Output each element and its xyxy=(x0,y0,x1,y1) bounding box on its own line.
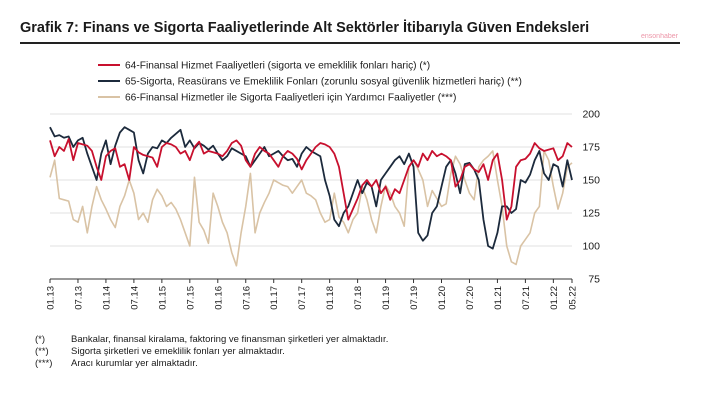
y-tick-label-150: 150 xyxy=(582,175,600,187)
series-line-1 xyxy=(49,138,573,221)
footnote-3-text: Aracı kurumlar yer almaktadır. xyxy=(71,358,198,369)
x-tick-label-05.22: 05.22 xyxy=(568,286,579,310)
footnote-1-text: Bankalar, finansal kiralama, faktoring v… xyxy=(71,334,389,345)
chart-title: Grafik 7: Finans ve Sigorta Faaliyetleri… xyxy=(20,20,590,36)
title-underline xyxy=(20,42,680,44)
legend-label-1: 64-Finansal Hizmet Faaliyetleri (sigorta… xyxy=(125,61,430,72)
watermark: ensonhaber xyxy=(641,33,678,40)
x-tick-label-01.15: 01.15 xyxy=(157,286,168,310)
x-tick-label-01.18: 01.18 xyxy=(325,286,336,310)
legend: 64-Finansal Hizmet Faaliyetleri (sigorta… xyxy=(98,61,522,104)
series-lines xyxy=(49,126,573,267)
x-axis: 01.13 07.13 01.14 07.14 01.15 07.15 01.16 07.16… xyxy=(46,278,579,310)
footnote-2: (**) Sigorta şirketleri ve emeklilik fon… xyxy=(35,346,388,358)
x-tick-label-01.20: 01.20 xyxy=(437,286,448,310)
x-tick-label-01.13: 01.13 xyxy=(46,286,57,310)
y-tick-label-200: 200 xyxy=(582,109,600,121)
y-axis: 75 100 125 150 175 200 xyxy=(582,109,600,286)
x-tick-label-07.17: 07.17 xyxy=(297,286,308,310)
footnote-3: (***) Aracı kurumlar yer almaktadır. xyxy=(35,358,388,370)
x-tick-label-01.21: 01.21 xyxy=(493,286,504,310)
x-tick-label-07.21: 07.21 xyxy=(521,286,532,310)
x-tick-label-07.19: 07.19 xyxy=(409,286,420,310)
footnote-3-mark: (***) xyxy=(35,358,53,369)
x-tick-label-07.16: 07.16 xyxy=(241,286,252,310)
footnote-2-mark: (**) xyxy=(35,346,49,357)
x-tick-label-07.13: 07.13 xyxy=(73,286,84,310)
x-tick-label-07.18: 07.18 xyxy=(353,286,364,310)
x-tick-label-01.16: 01.16 xyxy=(213,286,224,310)
x-tick-label-07.15: 07.15 xyxy=(185,286,196,310)
y-tick-label-125: 125 xyxy=(582,208,600,220)
y-tick-label-75: 75 xyxy=(588,274,600,286)
series-line-3 xyxy=(49,150,573,267)
y-gridlines xyxy=(50,113,572,247)
x-tick-label-01.17: 01.17 xyxy=(269,286,280,310)
series-line-2 xyxy=(49,126,573,250)
legend-label-3: 66-Finansal Hizmetler ile Sigorta Faaliy… xyxy=(125,93,456,104)
legend-label-2: 65-Sigorta, Reasürans ve Emeklilik Fonla… xyxy=(125,77,522,88)
x-tick-label-01.14: 01.14 xyxy=(101,286,112,310)
footnote-1-mark: (*) xyxy=(35,334,46,345)
footnote-2-text: Sigorta şirketleri ve emeklilik fonları … xyxy=(71,346,285,357)
y-tick-label-175: 175 xyxy=(582,142,600,154)
footnotes: (*) Bankalar, finansal kiralama, faktori… xyxy=(35,334,388,370)
y-tick-label-100: 100 xyxy=(582,241,600,253)
x-tick-label-07.14: 07.14 xyxy=(129,286,140,310)
x-tick-label-01.19: 01.19 xyxy=(381,286,392,310)
x-tick-label-01.22: 01.22 xyxy=(549,286,560,310)
footnote-1: (*) Bankalar, finansal kiralama, faktori… xyxy=(35,334,388,346)
x-tick-label-07.20: 07.20 xyxy=(465,286,476,310)
